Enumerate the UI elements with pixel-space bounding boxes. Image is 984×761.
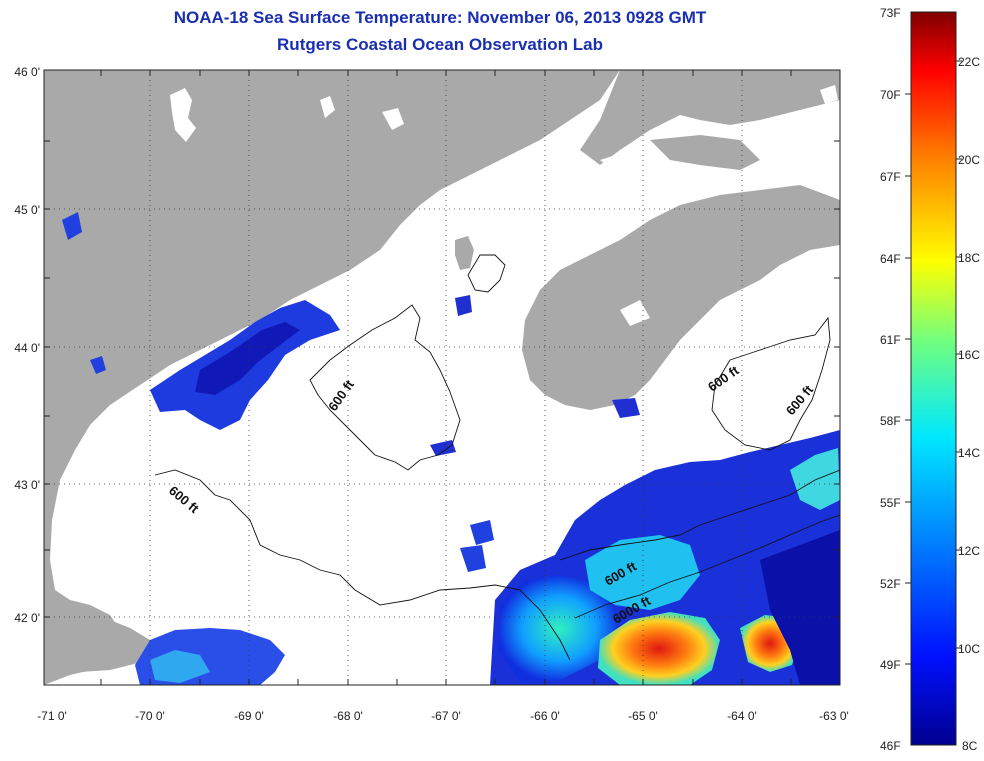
land-grand-manan: [455, 236, 474, 270]
land-new-england: [44, 70, 620, 685]
colorbar-label-f: 67F: [880, 170, 901, 184]
lat-label: 43 0': [14, 478, 40, 492]
colorbar-label-c: 18C: [958, 251, 980, 265]
lat-label: 42 0': [14, 611, 40, 625]
colorbar-label-c: 20C: [958, 153, 980, 167]
colorbar-celsius-labels: 22C 20C 18C 16C 14C 12C 10C 8C: [958, 55, 980, 753]
colorbar-label-f: 64F: [880, 252, 901, 266]
sst-warm-core: [598, 612, 720, 685]
colorbar-label-f: 61F: [880, 333, 901, 347]
land-new-brunswick: [580, 70, 840, 165]
sst-southwest-teal: [150, 650, 210, 683]
colorbar-label-f: 73F: [880, 6, 901, 20]
lon-label: -68 0': [333, 709, 363, 723]
sst-bay-spot: [430, 440, 456, 456]
longitude-labels: -71 0' -70 0' -69 0' -68 0' -67 0' -66 0…: [37, 709, 849, 723]
colorbar-label-f: 70F: [880, 88, 901, 102]
land-pei: [650, 135, 760, 170]
colorbar-label-f: 46F: [880, 739, 901, 753]
colorbar-label-c: 14C: [958, 446, 980, 460]
land-nova-scotia: [522, 185, 840, 410]
lon-label: -69 0': [234, 709, 264, 723]
latitude-labels: 46 0' 45 0' 44 0' 43 0' 42 0': [14, 65, 40, 625]
lat-label: 46 0': [14, 65, 40, 79]
lat-label: 45 0': [14, 203, 40, 217]
colorbar-label-f: 49F: [880, 658, 901, 672]
lon-label: -65 0': [628, 709, 658, 723]
lon-label: -67 0': [431, 709, 461, 723]
cloud-gaps: [170, 85, 838, 326]
lat-label: 44 0': [14, 341, 40, 355]
lon-label: -64 0': [727, 709, 757, 723]
sst-georges-teal: [498, 575, 620, 682]
map-frame: [43, 69, 841, 686]
sst-east-blue: [760, 530, 840, 685]
colorbar-label-f: 52F: [880, 577, 901, 591]
map-title: NOAA-18 Sea Surface Temperature: Novembe…: [173, 8, 707, 27]
map-subtitle: Rutgers Coastal Ocean Observation Lab: [277, 35, 603, 54]
depth-contours: [154, 254, 840, 661]
colorbar: [910, 11, 957, 746]
sst-small-spot-5: [460, 545, 486, 572]
axis-ticks: [44, 70, 840, 685]
lon-label: -70 0': [135, 709, 165, 723]
colorbar-label-f: 55F: [880, 496, 901, 510]
sst-small-spot-3: [612, 398, 640, 418]
colorbar-label-c: 12C: [958, 544, 980, 558]
land-cape-cod: [44, 620, 160, 685]
colorbar-label-c: 22C: [958, 55, 980, 69]
lon-label: -71 0': [37, 709, 67, 723]
sst-coast-spot-2: [62, 212, 82, 240]
sst-shelf-teal: [585, 535, 700, 610]
sst-small-spot-4: [470, 520, 494, 545]
sst-small-spot: [455, 295, 472, 316]
lon-label: -66 0': [530, 709, 560, 723]
colorbar-label-f: 58F: [880, 414, 901, 428]
colorbar-label-c: 10C: [958, 642, 980, 656]
lon-label: -63 0': [819, 709, 849, 723]
sst-coast-spot: [90, 356, 106, 374]
sst-east-teal: [790, 448, 840, 510]
colorbar-label-c: 8C: [962, 739, 978, 753]
sst-coastal-band-dark: [195, 322, 300, 395]
colorbar-ticks: [905, 60, 962, 665]
colorbar-fahrenheit-labels: 73F 70F 67F 64F 61F 58F 55F 52F 49F 46F: [880, 6, 901, 753]
colorbar-label-c: 16C: [958, 348, 980, 362]
